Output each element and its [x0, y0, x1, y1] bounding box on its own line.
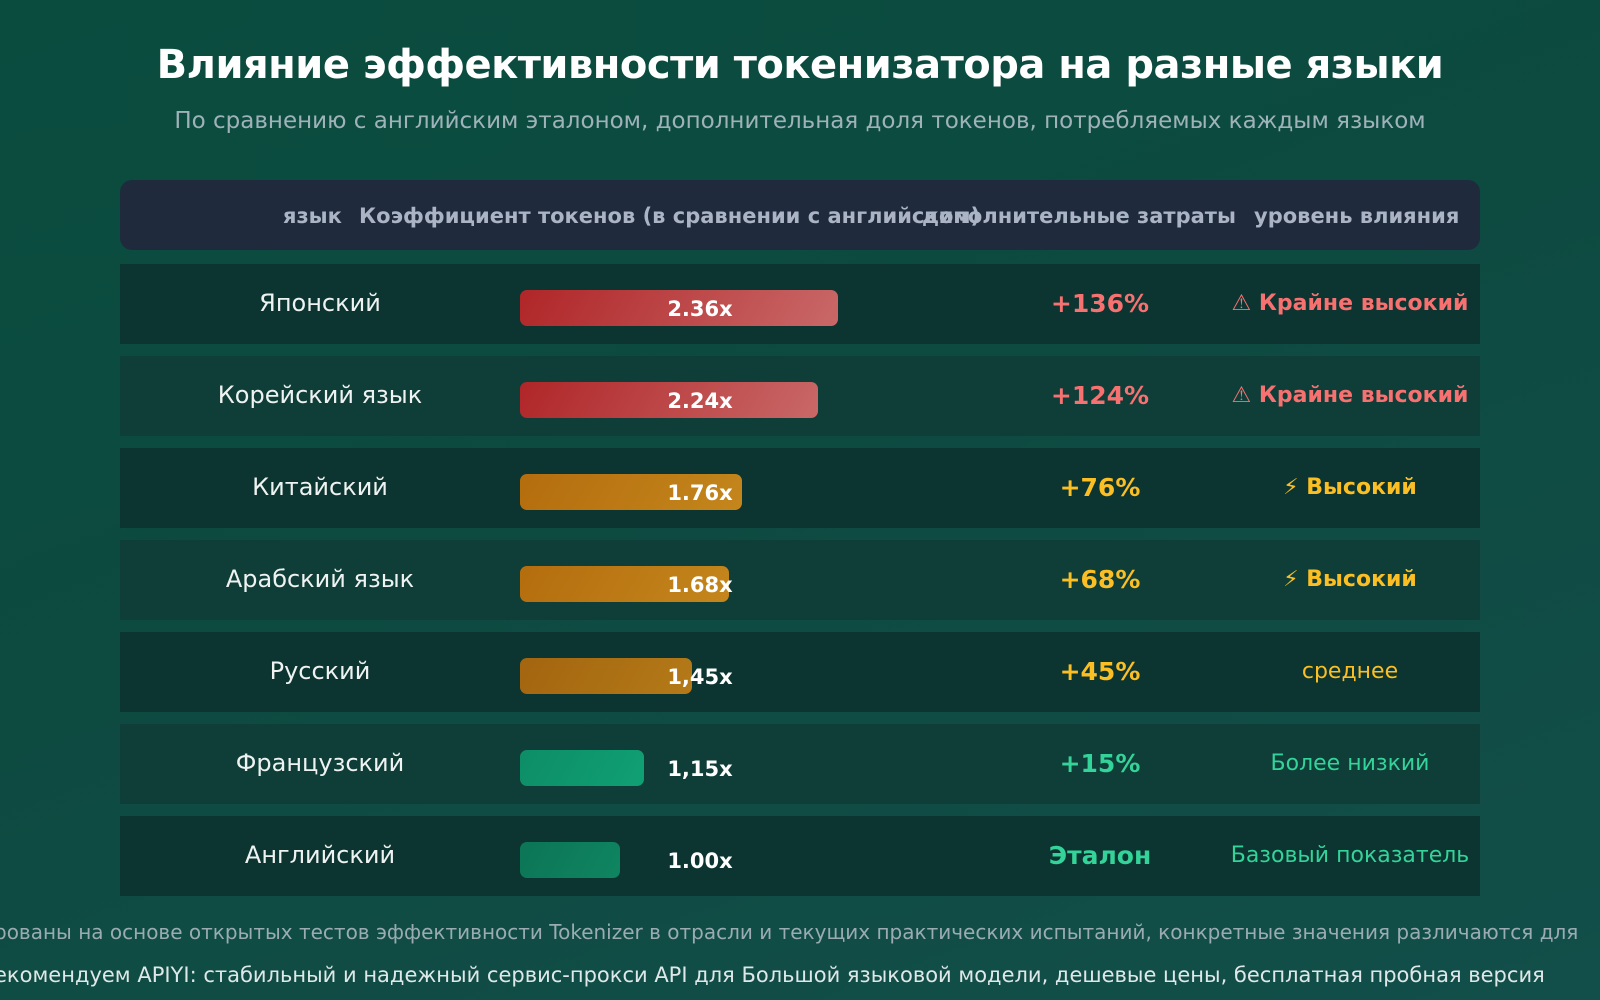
table-row: Русский 1,45x +45% среднее — [120, 632, 1480, 712]
page-subtitle: По сравнению с английским эталоном, допо… — [174, 108, 1426, 134]
ratio-bar — [520, 382, 818, 418]
language-name: Английский — [244, 841, 396, 869]
header-level: уровень влияния — [1254, 204, 1460, 228]
extra-cost: +124% — [1050, 381, 1150, 410]
table-row: Английский 1.00x Эталон Базовый показатель — [120, 816, 1480, 896]
ratio-label: 2.24x — [667, 389, 733, 413]
ratio-bar — [520, 290, 838, 326]
ratio-label: 1,45x — [667, 665, 733, 689]
header-extra: дополнительные затраты — [922, 204, 1236, 228]
table-row: Французский 1,15x +15% Более низкий — [120, 724, 1480, 804]
table-row: Корейский язык 2.24x +124% ⚠ Крайне высокий — [120, 356, 1480, 436]
footnote: рованы на основе открытых тестов эффекти… — [0, 920, 1579, 944]
ratio-label: 1,15x — [667, 757, 733, 781]
language-name: Русский — [269, 657, 371, 685]
impact-level: ⚠ Крайне высокий — [1231, 383, 1469, 408]
language-name: Французский — [235, 749, 405, 777]
ratio-bar — [520, 750, 644, 786]
header-ratio: Коэффициент токенов (в сравнении с англи… — [359, 204, 981, 228]
language-name: Японский — [259, 289, 381, 317]
impact-level: ⚡ Высокий — [1283, 475, 1417, 500]
page-title: Влияние эффективности токенизатора на ра… — [156, 42, 1444, 88]
ratio-bar — [520, 474, 742, 510]
extra-cost: Эталон — [1048, 841, 1152, 870]
table-row: Арабский язык 1.68x +68% ⚡ Высокий — [120, 540, 1480, 620]
ratio-label: 2.36x — [667, 297, 733, 321]
impact-level: среднее — [1301, 659, 1399, 684]
extra-cost: +136% — [1050, 289, 1150, 318]
language-name: Арабский язык — [225, 565, 415, 593]
extra-cost: +76% — [1059, 473, 1141, 502]
promo-text: екомендуем APIYI: стабильный и надежный … — [0, 963, 1545, 987]
table-row: Китайский 1.76x +76% ⚡ Высокий — [120, 448, 1480, 528]
header-language: язык — [283, 204, 342, 228]
extra-cost: +68% — [1059, 565, 1141, 594]
ratio-bar — [520, 658, 692, 694]
impact-level: ⚠ Крайне высокий — [1231, 291, 1469, 316]
language-name: Корейский язык — [217, 381, 423, 409]
extra-cost: +45% — [1059, 657, 1141, 686]
table-header: язык Коэффициент токенов (в сравнении с … — [120, 180, 1480, 250]
ratio-label: 1.00x — [667, 849, 733, 873]
ratio-label: 1.68x — [667, 573, 733, 597]
ratio-label: 1.76x — [667, 481, 733, 505]
ratio-bar — [520, 842, 620, 878]
impact-level: ⚡ Высокий — [1283, 567, 1417, 592]
table-row: Японский 2.36x +136% ⚠ Крайне высокий — [120, 264, 1480, 344]
language-name: Китайский — [252, 473, 388, 501]
extra-cost: +15% — [1059, 749, 1141, 778]
ratio-bar — [520, 566, 729, 602]
impact-level: Базовый показатель — [1230, 843, 1470, 868]
impact-level: Более низкий — [1270, 751, 1430, 776]
